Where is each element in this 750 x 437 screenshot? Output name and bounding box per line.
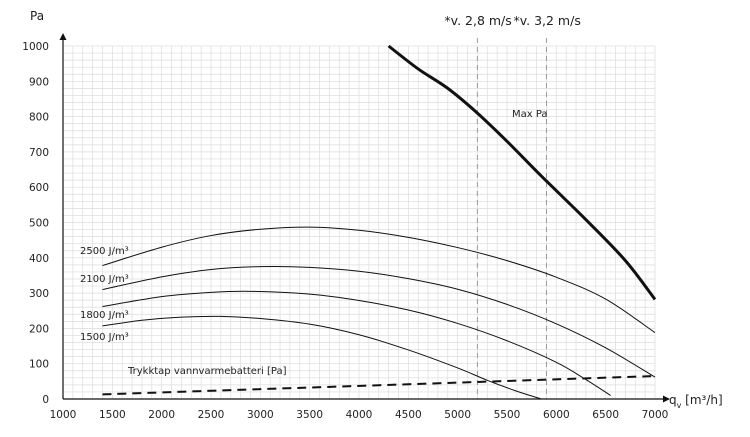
- x-tick-label: 7000: [642, 409, 669, 421]
- y-tick-label: 800: [29, 112, 49, 124]
- x-tick-label: 2000: [148, 409, 175, 421]
- y-tick-label: 700: [29, 147, 49, 159]
- y-tick-label: 600: [29, 182, 49, 194]
- x-tick-label: 4000: [346, 409, 373, 421]
- series-label: 1500 J/m³: [80, 332, 129, 343]
- x-tick-label: 5000: [444, 409, 471, 421]
- x-tick-label: 4500: [395, 409, 422, 421]
- series-label: 2500 J/m³: [80, 246, 129, 257]
- series-label: 1800 J/m³: [80, 310, 129, 321]
- tick-labels: 1000 1500 2000 2500 3000 3500 4000 4500 5000 5500…: [22, 41, 668, 421]
- series-lines: [102, 44, 657, 400]
- series-label: Max Pa: [512, 109, 548, 120]
- y-tick-label: 400: [29, 253, 49, 265]
- x-tick-label: 6000: [543, 409, 570, 421]
- series-line: [102, 290, 611, 396]
- velocity-markers: *v. 2,8 m/s *v. 3,2 m/s: [444, 13, 581, 399]
- y-tick-label: 200: [29, 323, 49, 335]
- y-tick-label: 1000: [22, 41, 49, 53]
- series-line: [102, 226, 656, 334]
- x-axis-title: qv [m³/h]: [669, 393, 723, 410]
- x-axis-title-subscript: v: [677, 401, 682, 410]
- x-axis-title-main: q: [669, 393, 677, 407]
- x-axis-arrow: [663, 395, 670, 403]
- x-tick-label: 2500: [198, 409, 225, 421]
- velocity-marker-label: *v. 3,2 m/s: [513, 13, 580, 28]
- series-labels: Max Pa 2500 J/m³ 2100 J/m³ 1800 J/m³ 1500 J/…: [80, 109, 548, 377]
- series-line: [102, 375, 656, 396]
- y-tick-label: 100: [29, 359, 49, 371]
- series-line: [102, 265, 656, 378]
- y-tick-label: 900: [29, 76, 49, 88]
- x-tick-label: 3000: [247, 409, 274, 421]
- series-line: [387, 44, 657, 301]
- y-axis-arrow: [59, 33, 67, 40]
- x-tick-label: 6500: [592, 409, 619, 421]
- y-axis-title: Pa: [30, 9, 44, 23]
- y-tick-label: 500: [29, 218, 49, 230]
- series-label: Trykktap vannvarmebatteri [Pa]: [127, 366, 287, 377]
- series-label: 2100 J/m³: [80, 274, 129, 285]
- x-tick-label: 1000: [50, 409, 77, 421]
- axes: [59, 33, 670, 403]
- x-tick-label: 5500: [494, 409, 521, 421]
- series-line: [102, 315, 542, 400]
- velocity-marker-label: *v. 2,8 m/s: [444, 13, 511, 28]
- y-tick-label: 300: [29, 288, 49, 300]
- grid: [63, 45, 656, 399]
- x-tick-label: 1500: [99, 409, 126, 421]
- x-tick-label: 3500: [296, 409, 323, 421]
- x-axis-title-unit: [m³/h]: [681, 393, 722, 407]
- y-tick-label: 0: [42, 394, 49, 406]
